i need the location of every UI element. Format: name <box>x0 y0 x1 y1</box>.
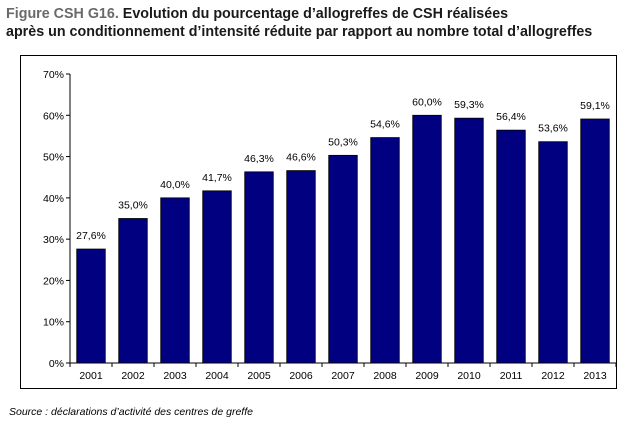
data-label: 27,6% <box>76 230 106 242</box>
bar <box>454 117 484 364</box>
data-label: 40,0% <box>160 179 190 191</box>
x-tick-label: 2005 <box>247 370 271 382</box>
data-label: 60,0% <box>412 96 442 108</box>
chart-frame <box>20 55 617 389</box>
x-tick-label: 2007 <box>331 370 355 382</box>
title-line-2: après un conditionnement d’intensité réd… <box>6 24 593 40</box>
figure-number: Figure CSH G16. <box>6 6 119 22</box>
x-tick-label: 2001 <box>79 370 103 382</box>
bar <box>286 170 316 364</box>
bar <box>580 118 610 364</box>
bar <box>370 137 400 364</box>
bar <box>160 197 190 364</box>
x-tick-label: 2008 <box>373 370 397 382</box>
bar <box>202 190 232 364</box>
bar <box>244 171 274 364</box>
x-tick-label: 2004 <box>205 370 229 382</box>
bar <box>118 218 148 364</box>
x-tick-label: 2012 <box>541 370 565 382</box>
data-labels: 27,6% 35,0% 40,0% 41,7% 46,3% 46,6% 50,3% 54,6%… <box>76 96 610 242</box>
bar <box>412 114 442 364</box>
data-label: 41,7% <box>202 172 232 184</box>
bar <box>328 154 358 364</box>
data-label: 59,1% <box>580 100 610 112</box>
data-label: 59,3% <box>454 99 484 111</box>
x-axis: 2001 2002 2003 2004 2005 2006 2007 2008 2009 2010… <box>69 362 617 382</box>
data-label: 46,3% <box>244 153 274 165</box>
x-tick-label: 2009 <box>415 370 439 382</box>
x-tick-label: 2006 <box>289 370 313 382</box>
data-label: 56,4% <box>496 111 526 123</box>
y-tick-label: 10% <box>43 317 64 329</box>
y-axis: 0% 10% 20% 30% 40% 50% 60% 70% <box>43 69 71 370</box>
y-tick-label: 20% <box>43 275 64 287</box>
x-tick-label: 2013 <box>583 370 607 382</box>
y-tick-label: 50% <box>43 152 64 164</box>
y-tick-label: 30% <box>43 234 64 246</box>
x-tick-label: 2002 <box>121 370 145 382</box>
data-label: 35,0% <box>118 200 148 212</box>
bar <box>496 129 526 364</box>
chart-title: Figure CSH G16. Evolution du pourcentage… <box>6 5 632 41</box>
x-tick-label: 2010 <box>457 370 481 382</box>
data-label: 54,6% <box>370 119 400 131</box>
data-label: 53,6% <box>538 123 568 135</box>
x-tick-label: 2011 <box>500 370 523 382</box>
y-tick-label: 70% <box>43 69 64 81</box>
source-note: Source : déclarations d’activité des cen… <box>9 406 253 418</box>
title-line-1: Evolution du pourcentage d’allogreffes d… <box>118 6 509 22</box>
y-tick-label: 40% <box>43 193 64 205</box>
bar <box>538 141 568 364</box>
bars <box>76 114 610 364</box>
data-label: 46,6% <box>286 152 316 164</box>
y-tick-label: 60% <box>43 110 64 122</box>
bar <box>76 248 106 364</box>
y-tick-label: 0% <box>49 358 64 370</box>
data-label: 50,3% <box>328 136 358 148</box>
x-tick-label: 2003 <box>163 370 187 382</box>
